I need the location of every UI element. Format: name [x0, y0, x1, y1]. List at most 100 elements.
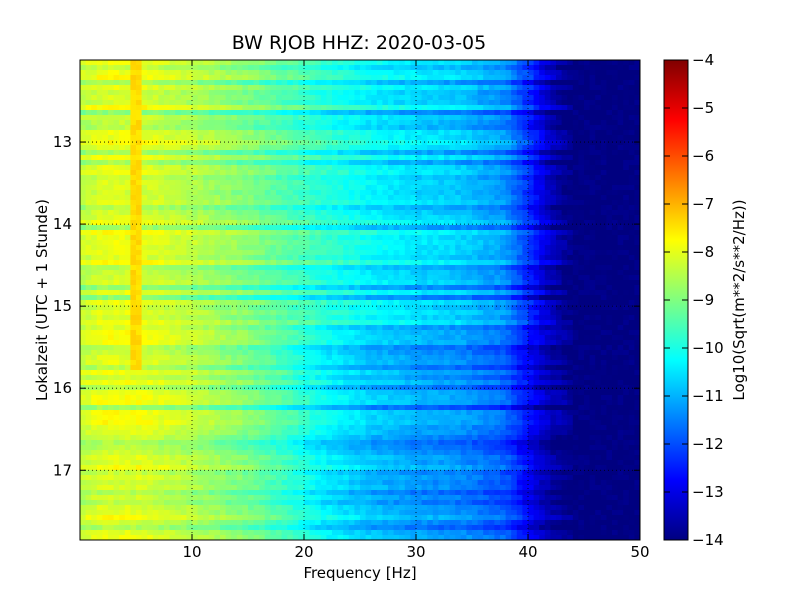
heatmap-cell	[113, 285, 120, 291]
heatmap-cell	[382, 300, 389, 306]
heatmap-cell	[561, 230, 568, 236]
heatmap-cell	[589, 135, 596, 141]
heatmap-cell	[326, 160, 333, 166]
heatmap-cell	[304, 180, 310, 186]
heatmap-cell	[276, 80, 282, 86]
heatmap-cell	[460, 210, 467, 216]
heatmap-cell	[152, 260, 159, 266]
heatmap-cell	[320, 255, 327, 261]
heatmap-cell	[365, 110, 372, 116]
heatmap-cell	[85, 225, 92, 231]
heatmap-cell	[119, 115, 126, 121]
heatmap-cell	[343, 140, 350, 146]
heatmap-cell	[348, 115, 355, 121]
heatmap-cell	[388, 115, 394, 121]
heatmap-cell	[595, 230, 602, 236]
heatmap-cell	[152, 65, 159, 71]
heatmap-cell	[85, 105, 92, 111]
heatmap-cell	[108, 155, 114, 161]
heatmap-cell	[152, 115, 159, 121]
heatmap-cell	[102, 125, 109, 131]
heatmap-cell	[80, 195, 86, 201]
heatmap-cell	[337, 255, 344, 261]
heatmap-cell	[528, 165, 534, 171]
heatmap-cell	[500, 145, 506, 151]
heatmap-cell	[488, 215, 495, 221]
heatmap-cell	[354, 155, 361, 161]
heatmap-cell	[225, 230, 232, 236]
heatmap-cell	[152, 240, 159, 246]
heatmap-cell	[589, 130, 596, 136]
heatmap-cell	[595, 135, 602, 141]
heatmap-cell	[606, 250, 613, 256]
heatmap-cell	[449, 160, 456, 166]
heatmap-cell	[180, 210, 187, 216]
heatmap-cell	[376, 65, 383, 71]
heatmap-cell	[136, 130, 142, 136]
heatmap-cell	[455, 240, 462, 246]
heatmap-cell	[147, 180, 154, 186]
heatmap-cell	[91, 155, 98, 161]
heatmap-cell	[416, 235, 422, 241]
heatmap-cell	[287, 80, 294, 86]
heatmap-cell	[399, 90, 406, 96]
heatmap-cell	[628, 135, 635, 141]
heatmap-cell	[505, 135, 512, 141]
heatmap-cell	[382, 290, 389, 296]
heatmap-cell	[600, 190, 607, 196]
heatmap-cell	[399, 285, 406, 291]
heatmap-cell	[388, 190, 394, 196]
heatmap-cell	[589, 200, 596, 206]
heatmap-cell	[600, 90, 607, 96]
heatmap-cell	[595, 270, 602, 276]
heatmap-cell	[332, 180, 338, 186]
heatmap-cell	[617, 155, 624, 161]
heatmap-cell	[505, 200, 512, 206]
heatmap-cell	[500, 250, 506, 256]
heatmap-cell	[141, 230, 148, 236]
heatmap-cell	[231, 75, 238, 81]
heatmap-cell	[281, 100, 288, 106]
heatmap-cell	[410, 165, 417, 171]
heatmap-cell	[477, 165, 484, 171]
heatmap-cell	[376, 130, 383, 136]
heatmap-cell	[522, 220, 529, 226]
heatmap-cell	[561, 200, 568, 206]
heatmap-row	[80, 215, 641, 221]
heatmap-cell	[528, 195, 534, 201]
heatmap-cell	[96, 265, 103, 271]
heatmap-row	[80, 185, 641, 191]
heatmap-cell	[488, 230, 495, 236]
heatmap-cell	[141, 150, 148, 156]
heatmap-cell	[572, 90, 579, 96]
heatmap-cell	[192, 180, 198, 186]
heatmap-cell	[203, 115, 210, 121]
heatmap-cell	[348, 90, 355, 96]
heatmap-cell	[85, 145, 92, 151]
heatmap-cell	[225, 290, 232, 296]
heatmap-cell	[276, 175, 282, 181]
heatmap-cell	[500, 290, 506, 296]
heatmap-cell	[556, 190, 562, 196]
heatmap-row	[80, 155, 641, 161]
heatmap-cell	[460, 290, 467, 296]
heatmap-cell	[119, 185, 126, 191]
heatmap-cell	[304, 270, 310, 276]
heatmap-cell	[617, 275, 624, 281]
heatmap-cell	[494, 140, 501, 146]
heatmap-row	[80, 140, 641, 146]
heatmap-cell	[533, 220, 540, 226]
heatmap-cell	[584, 85, 590, 91]
heatmap-cell	[158, 130, 165, 136]
heatmap-cell	[500, 275, 506, 281]
heatmap-cell	[388, 125, 394, 131]
heatmap-cell	[309, 110, 316, 116]
heatmap-cell	[136, 185, 142, 191]
heatmap-cell	[119, 145, 126, 151]
heatmap-cell	[477, 240, 484, 246]
chart-title: BW RJOB HHZ: 2020-03-05	[232, 32, 486, 54]
heatmap-cell	[242, 130, 249, 136]
heatmap-cell	[147, 60, 154, 66]
heatmap-cell	[505, 100, 512, 106]
heatmap-cell	[337, 90, 344, 96]
